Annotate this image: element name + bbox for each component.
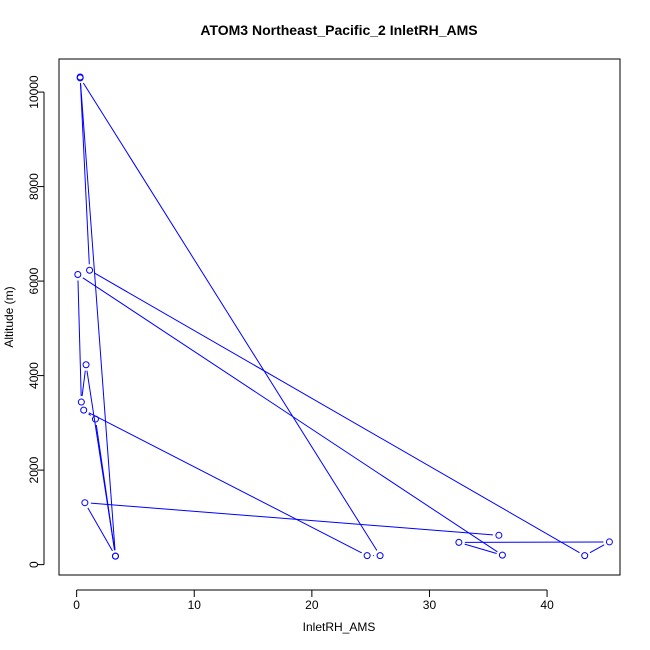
data-point: [77, 398, 85, 406]
x-tick-label: 10: [188, 598, 202, 612]
x-tick-label: 40: [540, 598, 554, 612]
series-line-segment: [95, 424, 116, 551]
data-point: [76, 74, 84, 82]
data-point: [81, 499, 89, 507]
series-line-segment: [79, 82, 90, 265]
series-layer: [74, 73, 613, 560]
series-line-segment: [82, 277, 498, 553]
plot-area-frame: [58, 58, 621, 576]
series-line-segment: [589, 544, 605, 554]
data-point: [605, 538, 613, 546]
data-point: [82, 361, 90, 369]
data-point: [455, 538, 463, 546]
series-line-segment: [464, 543, 497, 554]
series-line-segment: [80, 83, 116, 551]
y-tick-label: 8000: [27, 173, 41, 200]
series-line-segment: [81, 370, 86, 397]
data-point: [581, 552, 589, 560]
series-line-segment: [90, 502, 493, 536]
y-tick-label: 4000: [27, 362, 41, 389]
chart-title: ATOM3 Northeast_Pacific_2 InletRH_AMS: [200, 22, 477, 38]
series-line-segment: [88, 413, 91, 416]
y-axis-label: Altitude (m): [2, 286, 16, 347]
y-tick-label: 2000: [27, 456, 41, 483]
x-axis-label: InletRH_AMS: [303, 620, 376, 634]
data-point: [91, 415, 99, 423]
x-tick-label: 20: [305, 598, 319, 612]
data-point: [74, 270, 82, 278]
data-point: [80, 406, 88, 414]
y-tick-label: 6000: [27, 267, 41, 294]
series-line-segment: [88, 412, 363, 554]
x-tick-label: 30: [423, 598, 437, 612]
data-point: [111, 552, 119, 560]
data-point: [363, 552, 371, 560]
data-point: [86, 266, 94, 274]
y-tick-label: 10000: [27, 75, 41, 109]
series-line-segment: [77, 280, 82, 397]
x-axis: 0 10 20 30 40: [73, 589, 554, 612]
data-point: [376, 552, 384, 560]
data-point: [495, 531, 503, 539]
y-axis: 0 2000 4000 6000 8000 10000: [27, 75, 45, 568]
x-tick-label: 0: [73, 598, 80, 612]
series-line-segment: [94, 272, 580, 554]
series-line-segment: [87, 507, 113, 552]
data-point: [498, 551, 506, 559]
series-line-segment: [82, 82, 378, 551]
y-tick-label: 0: [27, 561, 41, 568]
